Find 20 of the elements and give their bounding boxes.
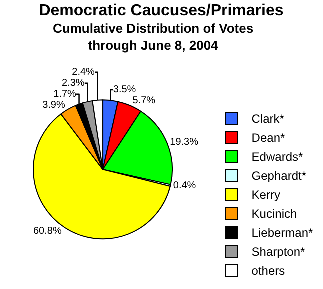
chart-title: Democratic Caucuses/Primaries <box>39 2 284 20</box>
legend-label: Kerry <box>252 188 280 202</box>
legend-label: Dean* <box>252 131 286 146</box>
legend-label: Gephardt* <box>252 169 307 184</box>
data-label: 3.9% <box>42 100 66 111</box>
data-label: 1.7% <box>54 88 77 100</box>
data-label: 2.3% <box>62 78 85 89</box>
data-label: 5.7% <box>132 95 156 106</box>
data-label: 0.4% <box>173 180 196 192</box>
data-label: 60.8% <box>33 226 62 237</box>
data-label: 19.3% <box>170 137 199 148</box>
legend-label: Edwards* <box>252 150 304 164</box>
legend-label: Clark* <box>252 112 285 126</box>
chart-subtitle: Cumulative Distribution of Votes through June 8, 2004 <box>53 21 254 53</box>
legend-label: Sharpton* <box>252 245 306 260</box>
legend-label: Kucinich <box>252 207 298 222</box>
legend-label: others <box>252 264 286 278</box>
legend-label: Lieberman* <box>252 226 314 240</box>
data-label: 3.5% <box>113 84 136 96</box>
data-label: 2.4% <box>72 66 96 78</box>
